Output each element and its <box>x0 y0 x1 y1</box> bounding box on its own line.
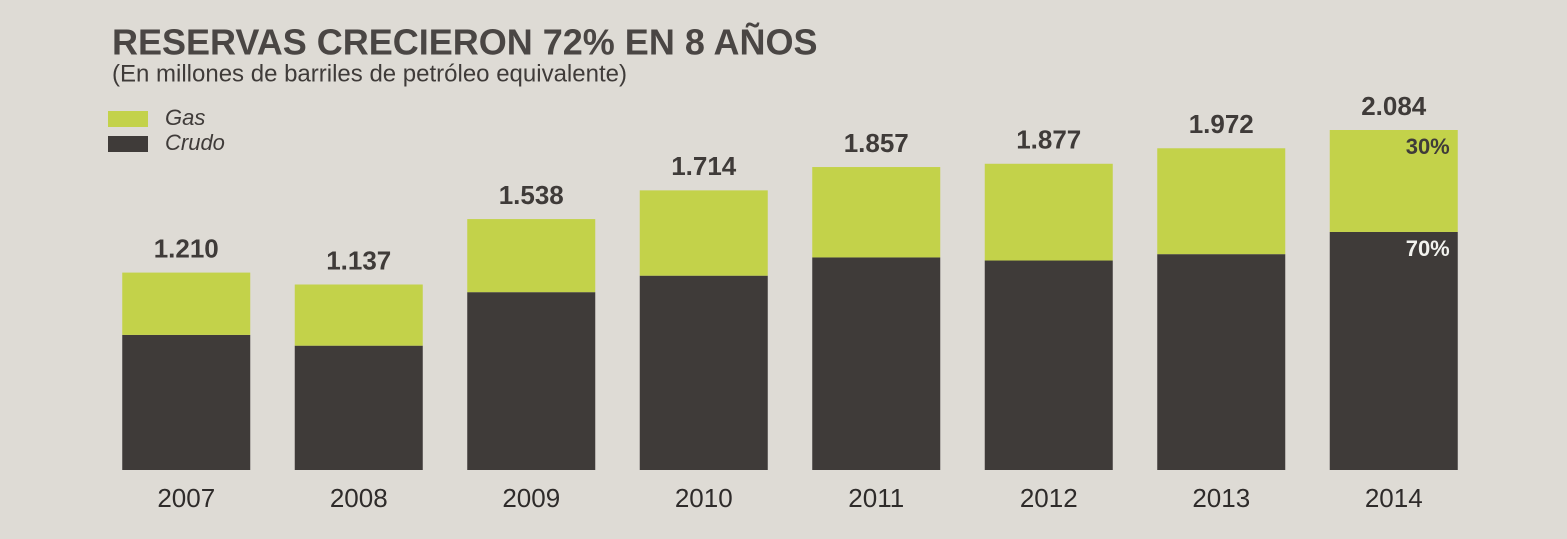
share-annotation: 70% <box>1406 236 1450 261</box>
bar-segment <box>294 345 423 470</box>
legend-swatch <box>108 136 148 152</box>
x-tick-label: 2013 <box>1192 483 1250 513</box>
bar-segment <box>984 260 1113 470</box>
bar-segment <box>1157 148 1286 255</box>
share-annotation: 30% <box>1406 134 1450 159</box>
bar-segment <box>1329 231 1458 470</box>
bar-segment <box>812 167 941 258</box>
bar-segment <box>467 292 596 470</box>
x-tick-label: 2007 <box>157 483 215 513</box>
bar-segment <box>122 272 251 335</box>
bar-segment <box>1329 130 1458 232</box>
legend-label: Gas <box>165 105 205 130</box>
total-label: 2.084 <box>1361 91 1427 121</box>
x-tick-label: 2010 <box>675 483 733 513</box>
bar-segment <box>294 284 423 346</box>
total-label: 1.210 <box>154 233 219 263</box>
x-tick-label: 2008 <box>330 483 388 513</box>
x-tick-label: 2014 <box>1365 483 1423 513</box>
total-label: 1.538 <box>499 180 564 210</box>
bar-segment <box>812 257 941 470</box>
x-tick-label: 2011 <box>848 483 904 513</box>
x-tick-label: 2009 <box>502 483 560 513</box>
chart-subtitle: (En millones de barriles de petróleo equ… <box>112 60 627 87</box>
total-label: 1.877 <box>1016 125 1081 155</box>
bar-segment <box>1157 254 1286 470</box>
legend-swatch <box>108 111 148 127</box>
total-label: 1.972 <box>1189 109 1254 139</box>
total-label: 1.857 <box>844 128 909 158</box>
bar-segment <box>122 334 251 470</box>
legend-label: Crudo <box>165 130 225 155</box>
total-label: 1.714 <box>671 151 737 181</box>
total-label: 1.137 <box>326 245 391 275</box>
bar-segment <box>984 163 1113 261</box>
x-tick-label: 2012 <box>1020 483 1078 513</box>
bar-segment <box>467 219 596 293</box>
bar-segment <box>639 275 768 470</box>
bar-segment <box>639 190 768 276</box>
chart-title: RESERVAS CRECIERON 72% EN 8 AÑOS <box>112 21 818 63</box>
